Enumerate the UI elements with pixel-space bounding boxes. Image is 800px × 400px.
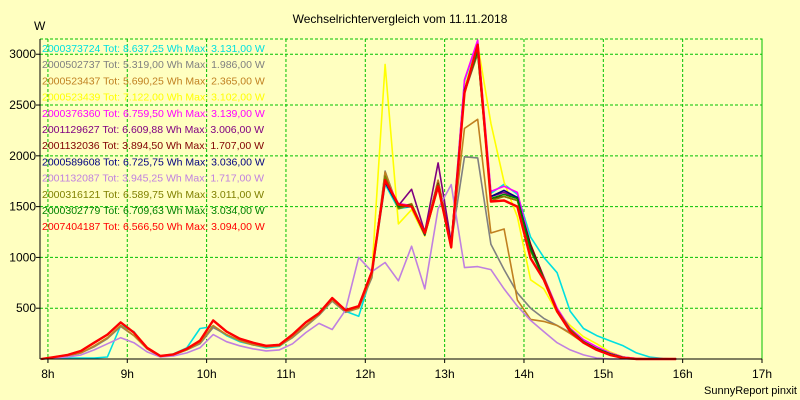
- x-tick-label: 15h: [593, 367, 613, 381]
- y-tick-label: 500: [16, 301, 36, 315]
- tick-labels: 8h 9h 10h 11h 12h 13h 14h 15h 16h 17h 500 1000 1500 2…: [9, 47, 772, 381]
- x-tick-label: 8h: [41, 367, 54, 381]
- legend-entry-12: 2007404187 Tot: 6.566,50 Wh Max: 3.094,0…: [42, 221, 265, 233]
- legend-entry-6: 2001129627 Tot: 6.609,88 Wh Max: 3.006,0…: [42, 124, 264, 136]
- x-tick-label: 16h: [673, 367, 693, 381]
- y-tick-label: 3000: [9, 47, 36, 61]
- series-line-12: [41, 43, 677, 361]
- legend-entry-7: 2001132036 Tot: 3.894,50 Wh Max: 1.707,0…: [42, 140, 264, 152]
- x-tick-label: 11h: [276, 367, 295, 381]
- series-lines: [41, 39, 677, 361]
- y-tick-label: 2500: [9, 98, 36, 112]
- legend-entry-4: 2000523439 Tot: 7.122,00 Wh Max: 3.102,0…: [42, 92, 265, 104]
- legend-entry-10: 2000316121 Tot: 6.589,75 Wh Max: 3.011,0…: [42, 189, 264, 201]
- footer-credit: SunnyReport pinxit: [704, 385, 797, 397]
- axes: [36, 39, 763, 363]
- y-tick-label: 1500: [9, 200, 36, 214]
- legend-entry-5: 2000376360 Tot: 6.759,50 Wh Max: 3.139,0…: [42, 108, 265, 120]
- legend-entry-3: 2000523437 Tot: 5.690,25 Wh Max: 2.365,0…: [42, 75, 265, 87]
- x-tick-label: 14h: [514, 367, 534, 381]
- x-tick-label: 12h: [355, 367, 375, 381]
- legend-entry-11: 2000302779 Tot: 6.709,63 Wh Max: 3.034,0…: [42, 205, 265, 217]
- x-tick-label: 9h: [121, 367, 134, 381]
- legend-entry-9: 2001132087 Tot: 3.945,25 Wh Max: 1.717,0…: [42, 173, 264, 185]
- legend-entry-2: 2000502737 Tot: 5.319,00 Wh Max: 1.986,0…: [42, 59, 265, 71]
- x-tick-label: 10h: [197, 367, 217, 381]
- y-axis-label: W: [34, 19, 46, 33]
- x-tick-label: 13h: [435, 367, 455, 381]
- legend-entry-8: 2000589608 Tot: 6.725,75 Wh Max: 3.036,0…: [42, 156, 265, 168]
- y-tick-label: 1000: [9, 250, 36, 264]
- series-line-9: [41, 183, 677, 360]
- x-tick-label: 17h: [752, 367, 772, 381]
- y-tick-label: 2000: [9, 149, 36, 163]
- legend: 2000373724 Tot: 8.637,25 Wh Max: 3.131,0…: [42, 43, 265, 233]
- chart-title: Wechselrichtervergleich vom 11.11.2018: [293, 12, 508, 26]
- legend-entry-1: 2000373724 Tot: 8.637,25 Wh Max: 3.131,0…: [42, 43, 265, 55]
- series-line-3: [41, 118, 677, 360]
